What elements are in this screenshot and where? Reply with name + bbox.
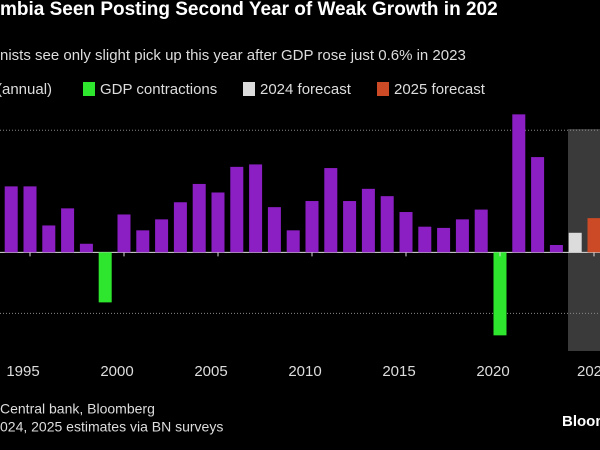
bar bbox=[230, 166, 244, 253]
bar bbox=[418, 226, 432, 253]
bar bbox=[98, 252, 112, 303]
x-tick-label: 202 bbox=[577, 363, 600, 380]
bar bbox=[587, 218, 600, 253]
legend-label: (annual) bbox=[0, 81, 52, 98]
bar bbox=[531, 157, 545, 253]
legend-swatch bbox=[377, 82, 389, 96]
bar bbox=[324, 168, 338, 253]
bar bbox=[117, 214, 131, 253]
bar bbox=[305, 201, 319, 253]
bar bbox=[286, 230, 300, 253]
legend-label: 2024 forecast bbox=[260, 81, 352, 98]
bar bbox=[568, 232, 582, 253]
bar bbox=[549, 244, 563, 253]
bar bbox=[474, 209, 488, 253]
bar bbox=[61, 208, 75, 253]
chart-title: mbia Seen Posting Second Year of Weak Gr… bbox=[0, 0, 498, 20]
bar bbox=[399, 212, 413, 253]
legend-label: GDP contractions bbox=[100, 81, 217, 98]
bar bbox=[455, 219, 469, 253]
logo: Bloom bbox=[562, 413, 600, 430]
x-tick-label: 2000 bbox=[100, 363, 133, 380]
bar bbox=[267, 207, 281, 253]
legend-swatch bbox=[83, 82, 95, 96]
bar bbox=[136, 230, 150, 253]
chart-subtitle: nists see only slight pick up this year … bbox=[0, 47, 466, 64]
bar bbox=[211, 192, 225, 253]
bar bbox=[192, 183, 206, 253]
bar bbox=[79, 243, 93, 253]
legend-swatch bbox=[243, 82, 255, 96]
bar bbox=[493, 252, 507, 336]
bar bbox=[42, 225, 56, 253]
bar bbox=[361, 188, 375, 253]
source: Central bank, Bloomberg bbox=[0, 401, 155, 417]
bar bbox=[4, 186, 18, 253]
bar bbox=[380, 196, 394, 253]
bar bbox=[249, 164, 263, 253]
legend-label: 2025 forecast bbox=[394, 81, 486, 98]
bar bbox=[512, 114, 526, 253]
x-tick-label: 2020 bbox=[476, 363, 509, 380]
bar bbox=[437, 227, 451, 253]
note: 024, 2025 estimates via BN surveys bbox=[0, 419, 223, 435]
bar bbox=[155, 219, 169, 253]
x-tick-label: 2015 bbox=[382, 363, 415, 380]
x-tick-label: 1995 bbox=[6, 363, 39, 380]
bar bbox=[173, 202, 187, 253]
bar bbox=[343, 201, 357, 253]
bar bbox=[23, 186, 37, 253]
x-tick-label: 2005 bbox=[194, 363, 227, 380]
x-tick-label: 2010 bbox=[288, 363, 321, 380]
